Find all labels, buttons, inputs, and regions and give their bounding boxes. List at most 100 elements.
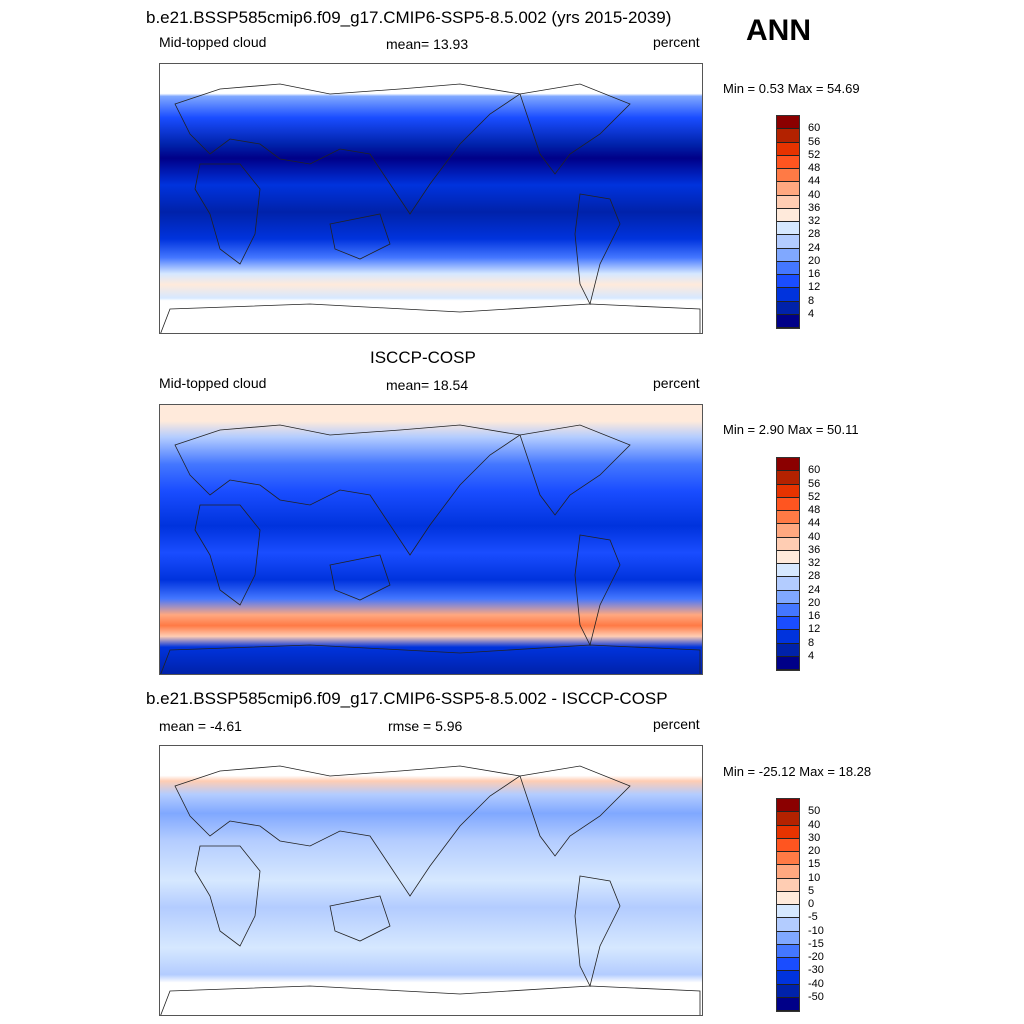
colorbar-swatch (777, 182, 799, 196)
colorbar-label: 52 (808, 490, 821, 503)
coastline (160, 303, 701, 333)
colorbar-label: 0 (808, 898, 815, 910)
season-label: ANN (746, 14, 811, 47)
colorbar-label: 20 (808, 845, 821, 857)
colorbar-label: 32 (808, 215, 821, 227)
coastline (574, 875, 621, 988)
colorbar-swatch (777, 116, 799, 130)
colorbar-label: 20 (808, 254, 821, 267)
coastline (160, 644, 701, 674)
panel3-map (159, 745, 703, 1016)
colorbar-label: -50 (808, 990, 824, 1003)
panel3-units: percent (653, 716, 700, 732)
colorbar-swatch (777, 603, 799, 617)
panel3-title: b.e21.BSSP585cmip6.f09_g17.CMIP6-SSP5-8.… (146, 689, 668, 708)
panel2-title: ISCCP-COSP (370, 348, 476, 367)
panel3-minmax: Min = -25.12 Max = 18.28 (723, 764, 872, 779)
colorbar-swatch (777, 825, 799, 839)
colorbar-label: 60 (808, 122, 821, 135)
colorbar-swatch (777, 997, 799, 1011)
colorbar-label: -15 (808, 937, 824, 950)
panel3-colorbar (776, 798, 800, 1012)
colorbar-label: 20 (808, 596, 821, 609)
colorbar-swatch (777, 931, 799, 945)
colorbar-label: 28 (808, 228, 821, 241)
colorbar-swatch (777, 630, 799, 644)
colorbar-label: 48 (808, 162, 821, 174)
coastline (574, 534, 621, 647)
coastline (519, 83, 631, 175)
panel1-mean: mean= 13.93 (386, 36, 469, 52)
coastline (519, 424, 631, 516)
colorbar-label: 8 (808, 636, 815, 649)
colorbar-label: 52 (808, 148, 821, 161)
panel1-colorbar (776, 115, 800, 329)
panel1-map (159, 63, 703, 334)
colorbar-label: 12 (808, 281, 821, 294)
panel3-coastlines (160, 765, 701, 1015)
colorbar-label: -5 (808, 911, 818, 924)
colorbar-swatch (777, 643, 799, 657)
colorbar-swatch (777, 984, 799, 998)
colorbar-swatch (777, 208, 799, 222)
colorbar-swatch (777, 511, 799, 525)
coastline (194, 163, 261, 265)
colorbar-swatch (777, 905, 799, 919)
coastline (329, 213, 391, 260)
colorbar-swatch (777, 288, 799, 302)
colorbar-swatch (777, 142, 799, 156)
colorbar-swatch (777, 590, 799, 604)
colorbar-swatch (777, 891, 799, 905)
colorbar-swatch (777, 878, 799, 892)
colorbar-label: 15 (808, 858, 821, 871)
colorbar-swatch (777, 799, 799, 813)
panel1-variable: Mid-topped cloud (159, 34, 267, 50)
colorbar-swatch (777, 944, 799, 958)
colorbar-label: 36 (808, 201, 821, 214)
colorbar-swatch (777, 852, 799, 866)
colorbar-label: 40 (808, 530, 821, 543)
coastline (329, 895, 391, 942)
coastline (329, 554, 391, 601)
colorbar-swatch (777, 550, 799, 564)
colorbar-swatch (777, 656, 799, 670)
panel2-variable: Mid-topped cloud (159, 375, 267, 391)
colorbar-swatch (777, 155, 799, 169)
panel1-title: b.e21.BSSP585cmip6.f09_g17.CMIP6-SSP5-8.… (146, 8, 672, 27)
colorbar-swatch (777, 129, 799, 143)
colorbar-label: 16 (808, 268, 821, 280)
colorbar-swatch (777, 169, 799, 183)
coastline (160, 985, 701, 1015)
colorbar-label: 30 (808, 831, 821, 844)
colorbar-swatch (777, 838, 799, 852)
colorbar-label: 36 (808, 543, 821, 556)
colorbar-swatch (777, 301, 799, 315)
colorbar-label: 24 (808, 241, 821, 254)
coastline (574, 193, 621, 306)
coastline (194, 845, 261, 947)
colorbar-swatch (777, 484, 799, 498)
colorbar-label: 48 (808, 504, 821, 516)
colorbar-swatch (777, 275, 799, 289)
colorbar-label: 40 (808, 818, 821, 831)
panel3-rmse: rmse = 5.96 (388, 718, 463, 734)
panel2-minmax: Min = 2.90 Max = 50.11 (723, 422, 859, 437)
colorbar-label: 10 (808, 871, 821, 884)
coastline (174, 765, 522, 897)
colorbar-swatch (777, 958, 799, 972)
colorbar-label: -20 (808, 951, 824, 963)
coastline (174, 83, 522, 215)
colorbar-swatch (777, 471, 799, 485)
colorbar-swatch (777, 235, 799, 249)
coastline (174, 424, 522, 556)
colorbar-label: 56 (808, 135, 821, 148)
colorbar-label: 44 (808, 175, 821, 188)
panel2-map (159, 404, 703, 675)
panel1-minmax: Min = 0.53 Max = 54.69 (723, 81, 860, 96)
colorbar-swatch (777, 918, 799, 932)
colorbar-label: 44 (808, 517, 821, 530)
colorbar-label: 5 (808, 884, 815, 897)
colorbar-swatch (777, 617, 799, 631)
colorbar-swatch (777, 537, 799, 551)
colorbar-label: 60 (808, 464, 821, 477)
